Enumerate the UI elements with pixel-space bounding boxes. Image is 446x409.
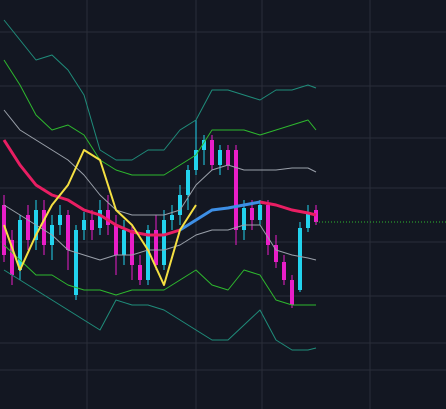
indicator-line bbox=[3, 109, 317, 216]
candle-body bbox=[298, 228, 302, 290]
candle-body bbox=[290, 280, 294, 305]
candle-body bbox=[274, 245, 278, 262]
candle-body bbox=[234, 150, 238, 230]
indicator-line bbox=[3, 204, 317, 261]
candle-body bbox=[218, 150, 222, 165]
candle-body bbox=[146, 230, 150, 280]
indicator-line bbox=[3, 149, 197, 286]
indicator-line bbox=[179, 200, 261, 232]
candle-body bbox=[306, 212, 310, 228]
candle-body bbox=[194, 150, 198, 170]
candle-body bbox=[250, 208, 254, 220]
candle-body bbox=[10, 240, 14, 275]
indicator-line bbox=[3, 59, 317, 176]
indicator-line bbox=[3, 269, 317, 351]
candle-body bbox=[242, 208, 246, 230]
candle-body bbox=[98, 210, 102, 228]
candle-body bbox=[202, 140, 206, 150]
candle-body bbox=[226, 150, 230, 165]
candle-body bbox=[122, 230, 126, 255]
indicator-line bbox=[3, 19, 317, 161]
candle-body bbox=[2, 205, 6, 255]
candle-body bbox=[82, 220, 86, 230]
candle-body bbox=[130, 230, 134, 265]
candle-body bbox=[114, 225, 118, 255]
indicator-line bbox=[259, 200, 317, 217]
candle-body bbox=[74, 230, 78, 295]
candle-body bbox=[314, 210, 318, 222]
candle-body bbox=[90, 220, 94, 230]
candle-body bbox=[138, 265, 142, 280]
candle-body bbox=[162, 220, 166, 265]
indicator-line bbox=[3, 244, 316, 306]
candle-body bbox=[58, 215, 62, 225]
candle-body bbox=[154, 230, 158, 265]
candle-body bbox=[282, 262, 286, 280]
candle-body bbox=[170, 215, 174, 220]
indicator-line bbox=[2, 139, 181, 237]
candle-body bbox=[258, 205, 262, 220]
candle-body bbox=[106, 210, 110, 225]
candle-body bbox=[186, 170, 190, 195]
candle-body bbox=[66, 215, 70, 250]
candle-body bbox=[178, 195, 182, 215]
candle-body bbox=[266, 205, 270, 245]
candle-body bbox=[42, 210, 46, 245]
candle-body bbox=[210, 140, 214, 165]
candle-body bbox=[26, 215, 30, 240]
candle-body bbox=[18, 220, 22, 270]
